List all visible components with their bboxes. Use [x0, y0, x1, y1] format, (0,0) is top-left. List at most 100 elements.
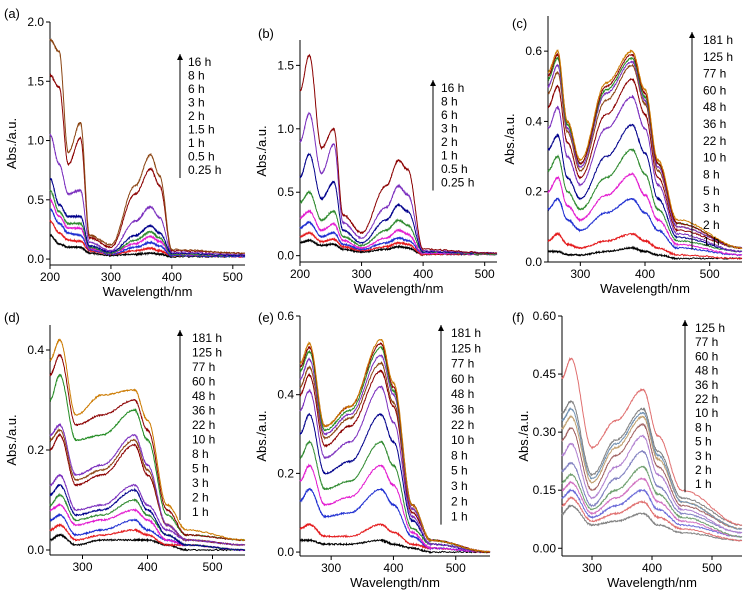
x-tick-label: 200 — [40, 270, 60, 284]
panel-label: (f) — [512, 310, 524, 325]
legend-entry: 181 h — [703, 33, 733, 47]
series-line-8h — [299, 439, 491, 554]
legend-entry: 36 h — [451, 403, 474, 417]
arrow-up-icon — [177, 330, 183, 336]
y-axis-label: Abs./a.u. — [516, 410, 531, 461]
x-tick-label: 400 — [383, 561, 403, 575]
y-tick-label: 1.0 — [27, 134, 44, 148]
y-tick-label: 1.5 — [277, 58, 294, 72]
y-tick-label: 0.2 — [27, 443, 44, 457]
series-line-8h — [547, 148, 743, 253]
legend-entry: 22 h — [192, 418, 215, 432]
series-line-5h — [561, 477, 742, 538]
series-line-181h — [547, 48, 743, 250]
y-tick-label: 0.0 — [27, 543, 44, 557]
legend-entry: 5 h — [703, 184, 720, 198]
series-line-0.25h — [299, 238, 498, 257]
legend-entry: 8 h — [703, 167, 720, 181]
y-tick-label: 1.0 — [277, 122, 294, 136]
legend-entry: 0.5 h — [188, 150, 215, 164]
series-line-1h — [299, 220, 498, 256]
series-line-36h — [547, 77, 743, 249]
legend-entry: 2 h — [451, 494, 468, 508]
series-line-0.25h — [49, 233, 246, 259]
y-tick-label: 0.15 — [533, 483, 557, 497]
x-tick-label: 400 — [642, 561, 662, 575]
legend-entry: 0.25 h — [441, 176, 474, 190]
legend-entry: 8 h — [451, 448, 468, 462]
panel-b: 200 300 400 500 0.0 0.5 1.0 1.5 Wavelength/nm Abs… — [254, 26, 498, 296]
legend-entry: 10 h — [703, 151, 726, 165]
y-tick-label: 0.2 — [525, 185, 542, 199]
series-line-6h — [299, 152, 498, 255]
legend-entry: 125 h — [192, 346, 222, 360]
x-tick-label: 500 — [446, 561, 466, 575]
y-tick-label: 2.0 — [27, 15, 44, 29]
y-tick-label: 0.0 — [525, 255, 542, 269]
panel-label: (b) — [258, 26, 274, 41]
arrow-up-icon — [438, 325, 444, 331]
panel-c: 300 400 500 0.0 0.2 0.4 0.6 Wavelength/nm Abs./a… — [502, 16, 743, 296]
series-line-3h — [547, 197, 743, 257]
legend-entry: 2 h — [703, 218, 720, 232]
legend-entry: 10 h — [192, 433, 215, 447]
series-line-77h — [49, 373, 246, 542]
y-tick-label: 0.6 — [525, 44, 542, 58]
y-axis-label: Abs./a.u. — [4, 414, 19, 465]
series-line-181h — [49, 338, 246, 542]
legend-entry: 22 h — [703, 134, 726, 148]
legend-entry: 1 h — [188, 136, 205, 150]
y-axis-label: Abs./a.u. — [254, 410, 269, 461]
series-line-5h — [299, 463, 491, 554]
legend-entry: 2 h — [695, 463, 712, 477]
series-line-125h — [561, 356, 743, 526]
legend-entry: 0.5 h — [441, 162, 468, 176]
arrow-up-icon — [177, 54, 183, 60]
legend-entry: 5 h — [192, 462, 209, 476]
legend-entry: 3 h — [451, 479, 468, 493]
series-line-22h — [547, 94, 743, 253]
series-line-6h — [49, 133, 246, 256]
legend-entry: 48 h — [703, 100, 726, 114]
legend-entry: 10 h — [695, 406, 718, 420]
series-line-8h — [299, 111, 498, 255]
series-line-16h — [299, 53, 498, 254]
legend-entry: 181 h — [451, 326, 481, 340]
legend-entry: 2 h — [192, 491, 209, 505]
legend-entry: 125 h — [451, 341, 481, 355]
series-line-5h — [49, 502, 246, 552]
panel-label: (d) — [4, 310, 20, 325]
series-line-8h — [49, 73, 246, 255]
x-tick-label: 300 — [321, 561, 341, 575]
series-line-10h — [49, 484, 246, 552]
y-tick-label: 0.0 — [277, 249, 294, 263]
legend-entry: 1 h — [192, 505, 209, 519]
series-line-2h — [561, 496, 743, 542]
x-tick-label: 500 — [475, 267, 495, 281]
x-tick-label: 300 — [582, 561, 602, 575]
y-axis-label: Abs./a.u. — [254, 125, 269, 176]
y-tick-label: 0.4 — [27, 343, 44, 357]
legend-entry: 3 h — [188, 96, 205, 110]
series-line-60h — [547, 60, 743, 249]
legend-entry: 10 h — [451, 433, 474, 447]
series-line-10h — [561, 449, 743, 534]
x-tick-label: 300 — [101, 270, 121, 284]
legend-entry: 22 h — [695, 392, 718, 406]
y-axis-label: Abs./a.u. — [4, 118, 19, 169]
legend-entry: 181 h — [192, 331, 222, 345]
x-axis-label: Wavelength/nm — [607, 575, 697, 590]
legend-entry: 22 h — [451, 418, 474, 432]
series-line-48h — [49, 427, 246, 546]
legend-entry: 8 h — [188, 69, 205, 83]
legend-entry: 77 h — [703, 67, 726, 81]
panel-label: (c) — [512, 16, 527, 31]
legend-entry: 1.5 h — [188, 123, 215, 137]
series-line-3h — [561, 488, 743, 538]
x-tick-label: 400 — [162, 270, 182, 284]
series-line-1h — [49, 533, 246, 552]
legend-entry: 6 h — [441, 108, 458, 122]
legend-entry: 3 h — [441, 122, 458, 136]
series-line-36h — [561, 423, 743, 530]
